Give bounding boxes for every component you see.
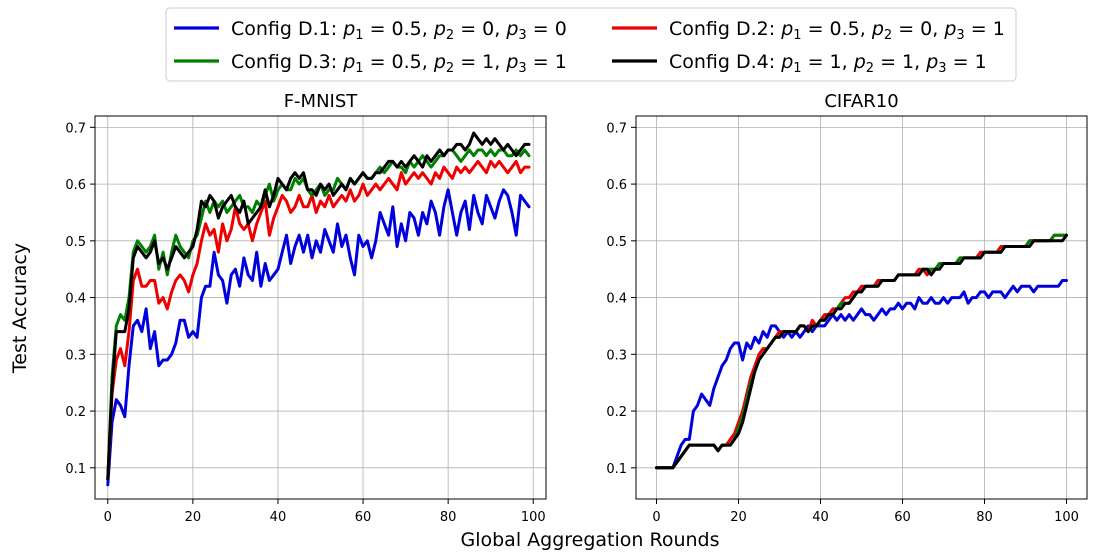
y-tick-label: 0.3	[606, 348, 627, 363]
x-tick-label: 60	[355, 510, 372, 525]
series-line-config-d-1	[106, 188, 531, 487]
plot-frame	[94, 115, 547, 500]
series-line-config-d-2	[106, 159, 531, 481]
legend: Config D.1: p1 = 0.5, p2 = 0, p3 = 0 Conf…	[165, 7, 1017, 82]
legend-box	[165, 7, 1017, 82]
y-tick-label: 0.2	[606, 405, 627, 420]
y-tick-label: 0.2	[65, 405, 86, 420]
y-tick-label: 0.5	[606, 235, 627, 250]
panel-cifar10: 0 20 40 60 80 100 0.1 0.2 0.3 0.4 0.5 0.6 0.7 CIFAR10	[606, 91, 1088, 525]
y-tick-label: 0.6	[65, 178, 86, 193]
x-tick-label: 100	[1054, 510, 1079, 525]
series-line-config-d-1	[655, 279, 1068, 470]
y-tick-label: 0.1	[606, 462, 627, 477]
x-tick-label: 20	[185, 510, 202, 525]
legend-item: Config D.1: p1 = 0.5, p2 = 0, p3 = 0	[174, 18, 567, 43]
series-line-config-d-4	[106, 131, 531, 481]
x-tick-label: 0	[652, 510, 660, 525]
y-axis-label: Test Accuracy	[9, 243, 31, 374]
x-tick-label: 40	[812, 510, 829, 525]
x-tick-label: 40	[270, 510, 287, 525]
x-tick-label: 80	[440, 510, 457, 525]
series-line-config-d-4	[655, 233, 1068, 470]
panel-title: F-MNIST	[284, 91, 359, 112]
panel-title: CIFAR10	[824, 91, 898, 112]
legend-label: Config D.3: p1 = 0.5, p2 = 1, p3 = 1	[231, 51, 567, 76]
y-tick-label: 0.3	[65, 348, 86, 363]
y-tick-label: 0.1	[65, 462, 86, 477]
x-tick-label: 80	[976, 510, 993, 525]
panel-f-mnist: 0 20 40 60 80 100 0.1 0.2 0.3 0.4 0.5 0.6 0.7 F-MNIST	[65, 91, 547, 525]
y-tick-label: 0.4	[606, 292, 627, 307]
legend-item: Config D.3: p1 = 0.5, p2 = 1, p3 = 1	[174, 51, 567, 76]
plot-frame	[635, 115, 1088, 500]
legend-label: Config D.2: p1 = 0.5, p2 = 0, p3 = 1	[669, 18, 1005, 43]
y-tick-label: 0.5	[65, 235, 86, 250]
y-tick-label: 0.6	[606, 178, 627, 193]
x-tick-label: 0	[104, 510, 112, 525]
x-tick-label: 100	[521, 510, 546, 525]
y-tick-label: 0.4	[65, 292, 86, 307]
legend-item: Config D.2: p1 = 0.5, p2 = 0, p3 = 1	[612, 18, 1005, 43]
legend-item: Config D.4: p1 = 1, p2 = 1, p3 = 1	[612, 51, 987, 76]
legend-label: Config D.4: p1 = 1, p2 = 1, p3 = 1	[669, 51, 987, 76]
x-tick-label: 20	[730, 510, 747, 525]
y-tick-label: 0.7	[606, 121, 627, 136]
x-axis-label: Global Aggregation Rounds	[460, 529, 719, 551]
x-tick-label: 60	[894, 510, 911, 525]
legend-label: Config D.1: p1 = 0.5, p2 = 0, p3 = 0	[231, 18, 567, 43]
panels-layer: 0 20 40 60 80 100 0.1 0.2 0.3 0.4 0.5 0.6 0.7 F-MNIST…	[65, 91, 1088, 525]
y-tick-label: 0.7	[65, 121, 86, 136]
